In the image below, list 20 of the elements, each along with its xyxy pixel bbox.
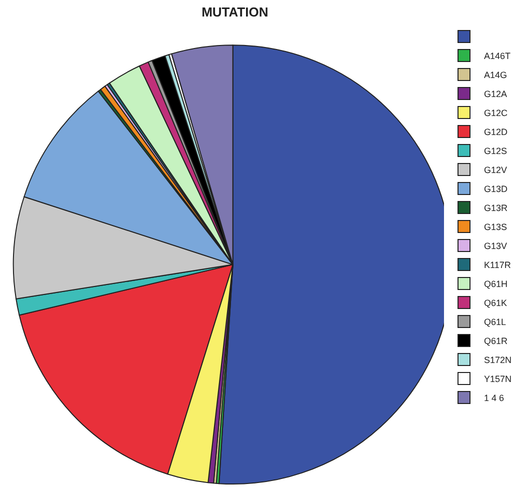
legend-label: Q61K [484,298,508,308]
legend-label: 1 4 6 [484,393,504,404]
legend-label: Y157N [484,374,512,384]
legend-label: Q61R [484,336,508,346]
chart-title: MUTATION [202,4,268,20]
legend-label: G12C [484,108,508,118]
legend-label: S172N [484,355,512,366]
legend-label: G13R [484,203,508,214]
legend-label: G13D [484,184,508,194]
legend-label: A14G [484,70,508,80]
legend-label: A146T [484,51,512,62]
legend-label: G12S [484,146,508,156]
legend-label: Q61L [484,317,506,328]
legend-label: K117R [484,260,512,270]
legend-label: G13S [484,222,508,232]
legend-label: G12A [484,89,508,100]
legend-label: G13V [484,241,508,252]
legend-label: G12V [484,165,508,176]
legend-label: Q61H [484,279,508,290]
legend-label: G12D [484,127,508,138]
